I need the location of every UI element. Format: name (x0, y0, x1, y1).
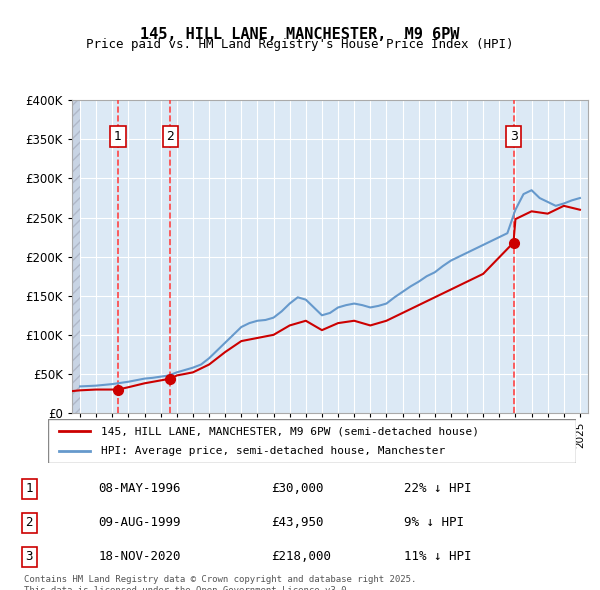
Text: 3: 3 (26, 550, 33, 563)
Text: 18-NOV-2020: 18-NOV-2020 (98, 550, 181, 563)
Text: 145, HILL LANE, MANCHESTER,  M9 6PW: 145, HILL LANE, MANCHESTER, M9 6PW (140, 27, 460, 41)
Text: Price paid vs. HM Land Registry's House Price Index (HPI): Price paid vs. HM Land Registry's House … (86, 38, 514, 51)
Text: 1: 1 (26, 482, 33, 496)
Text: £218,000: £218,000 (271, 550, 331, 563)
Text: 2: 2 (26, 516, 33, 529)
Text: 145, HILL LANE, MANCHESTER, M9 6PW (semi-detached house): 145, HILL LANE, MANCHESTER, M9 6PW (semi… (101, 427, 479, 436)
Text: £30,000: £30,000 (271, 482, 324, 496)
Text: HPI: Average price, semi-detached house, Manchester: HPI: Average price, semi-detached house,… (101, 446, 445, 455)
Text: Contains HM Land Registry data © Crown copyright and database right 2025.
This d: Contains HM Land Registry data © Crown c… (24, 575, 416, 590)
Text: 08-MAY-1996: 08-MAY-1996 (98, 482, 181, 496)
Text: 11% ↓ HPI: 11% ↓ HPI (404, 550, 471, 563)
Text: 9% ↓ HPI: 9% ↓ HPI (404, 516, 464, 529)
Text: 22% ↓ HPI: 22% ↓ HPI (404, 482, 471, 496)
Text: 09-AUG-1999: 09-AUG-1999 (98, 516, 181, 529)
Text: 3: 3 (509, 130, 517, 143)
Bar (72, 100, 80, 413)
Text: £43,950: £43,950 (271, 516, 324, 529)
Text: 1: 1 (114, 130, 122, 143)
FancyBboxPatch shape (48, 419, 576, 463)
Text: 2: 2 (166, 130, 175, 143)
